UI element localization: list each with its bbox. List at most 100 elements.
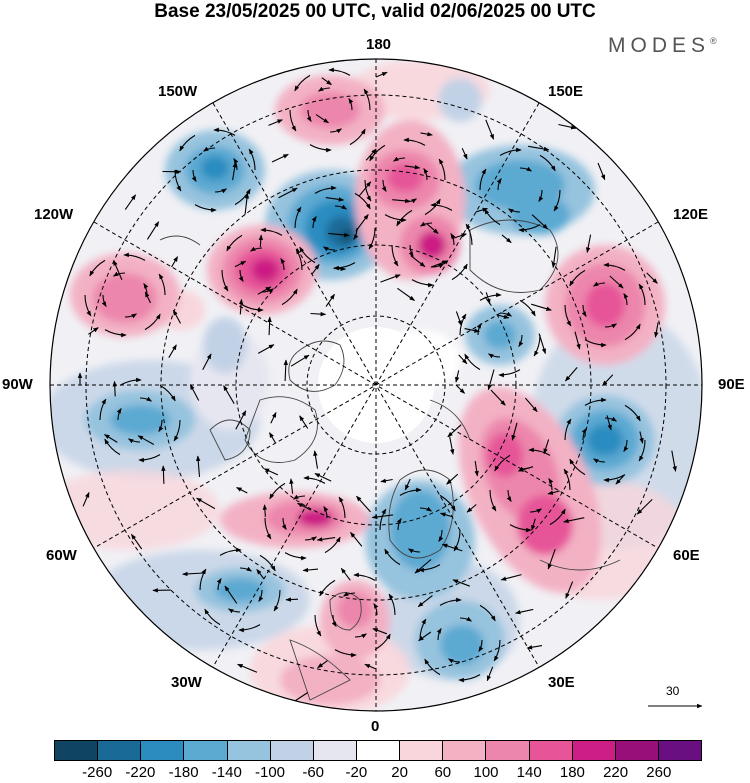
wind-arrow <box>130 533 143 550</box>
wind-arrow <box>354 192 371 210</box>
wind-arrow <box>411 279 434 288</box>
wind-arrow <box>458 354 468 365</box>
wind-arrow <box>384 548 401 566</box>
wind-arrow <box>324 536 341 554</box>
wind-arrow <box>391 244 399 267</box>
wind-arrow <box>353 572 376 581</box>
wind-arrow <box>259 554 276 572</box>
wind-arrow <box>602 374 614 386</box>
lon-label-60w: 60W <box>46 547 77 564</box>
wind-arrow <box>248 148 256 171</box>
colorbar-swatch <box>270 741 314 760</box>
wind-arrow <box>219 547 242 556</box>
wind-arrow <box>486 666 494 682</box>
wind-arrow <box>518 466 534 472</box>
wind-arrow <box>497 314 510 319</box>
wind-arrow <box>558 123 577 130</box>
wind-arrow <box>258 234 264 248</box>
wind-arrow <box>299 246 316 264</box>
wind-arrow <box>238 298 244 315</box>
wind-arrow <box>478 639 484 652</box>
wind-arrow <box>408 548 421 554</box>
wind-arrow <box>84 294 92 317</box>
wind-arrow <box>314 614 322 637</box>
colorbar-tick-label: -140 <box>211 764 242 781</box>
wind-arrow <box>138 454 161 463</box>
wind-arrow <box>624 323 641 341</box>
wind-arrow <box>584 397 607 406</box>
wind-arrow <box>606 415 612 431</box>
wind-arrow <box>564 367 578 382</box>
wind-arrow <box>547 490 560 495</box>
wind-arrow <box>531 518 536 531</box>
wind-arrow <box>172 309 181 324</box>
wind-arrow <box>221 269 229 292</box>
wind-arrow <box>294 74 311 92</box>
wind-arrow <box>404 478 411 491</box>
wind-arrow <box>331 614 337 627</box>
wind-arrow <box>199 568 207 591</box>
wind-arrow <box>449 436 455 455</box>
wind-arrow <box>124 194 137 210</box>
wind-arrow <box>671 450 677 472</box>
wind-arrow <box>439 512 453 518</box>
wind-arrow <box>349 128 366 146</box>
colorbar-tick-label: -180 <box>168 764 199 781</box>
wind-arrow <box>325 293 335 307</box>
wind-arrow <box>581 304 587 317</box>
wind-arrow <box>311 216 317 229</box>
wind-arrow <box>543 439 550 455</box>
wind-arrow <box>356 495 371 513</box>
wind-arrow <box>353 227 359 240</box>
wind-arrow <box>485 292 491 305</box>
lon-label-30e: 30E <box>548 674 575 691</box>
wind-arrow <box>323 506 329 519</box>
wind-arrow <box>256 568 265 580</box>
wind-arrow <box>144 313 161 331</box>
wind-arrow <box>452 233 467 240</box>
wind-arrow <box>479 168 487 191</box>
brand-logo: MODES® <box>608 34 717 58</box>
wind-arrow <box>258 589 264 602</box>
wind-arrow <box>171 256 179 268</box>
wind-arrow <box>424 658 441 676</box>
wind-arrow <box>289 478 294 494</box>
wind-arrow <box>241 304 264 313</box>
wind-arrow <box>393 156 406 162</box>
wind-arrow <box>441 543 463 552</box>
wind-arrow <box>430 260 449 268</box>
wind-arrow <box>479 292 502 301</box>
wind-arrow <box>464 328 480 333</box>
wind-arrow <box>281 288 298 306</box>
wind-arrow <box>603 474 626 483</box>
wind-arrow <box>116 408 122 421</box>
wind-arrow <box>303 475 326 484</box>
colorbar-swatch <box>55 741 99 760</box>
wind-arrow <box>257 344 275 354</box>
graticule <box>50 59 702 711</box>
wind-arrow <box>313 450 319 469</box>
colorbar-tick-label: -100 <box>254 764 286 781</box>
wind-arrow <box>316 537 336 542</box>
wind-arrow <box>447 424 462 438</box>
wind-arrow <box>89 259 106 277</box>
wind-arrow <box>223 385 235 404</box>
wind-arrow <box>244 192 250 215</box>
wind-arrow <box>501 234 512 244</box>
wind-arrow <box>420 131 433 137</box>
wind-arrow <box>318 86 331 92</box>
wind-arrow <box>238 624 261 633</box>
wind-arrow <box>371 514 394 520</box>
wind-arrow <box>417 595 433 608</box>
wind-arrow <box>290 354 310 367</box>
colorbar-tick-label: 100 <box>473 764 499 781</box>
wind-arrow <box>144 291 151 304</box>
wind-arrow <box>466 504 477 513</box>
lon-label-60e: 60E <box>673 547 700 564</box>
wind-arrow <box>584 339 607 348</box>
wind-arrow <box>474 461 479 477</box>
wind-arrow <box>139 396 152 402</box>
wind-arrow <box>289 109 297 132</box>
colorbar-swatch <box>572 741 616 760</box>
wind-arrow <box>597 162 606 181</box>
